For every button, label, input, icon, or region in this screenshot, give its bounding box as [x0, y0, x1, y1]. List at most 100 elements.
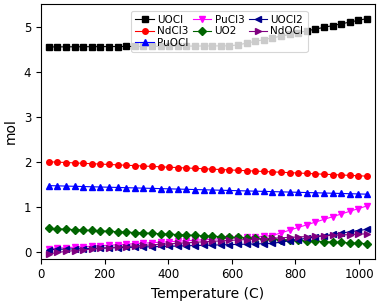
UO2 [287, 238, 292, 242]
PuOCl [47, 184, 51, 188]
UOCl [64, 45, 68, 49]
NdOCl [47, 252, 51, 256]
UOCl [184, 44, 189, 48]
NdOCl [98, 246, 103, 250]
UOCl [210, 44, 215, 48]
UOCl [116, 45, 120, 48]
PuOCl [55, 184, 60, 188]
PuOCl [201, 188, 206, 192]
PuOCl [270, 190, 275, 193]
UOCl [141, 45, 146, 48]
UOCl [124, 45, 128, 48]
UO2 [98, 229, 103, 233]
NdCl3 [81, 161, 86, 165]
UOCl2 [47, 248, 51, 251]
PuOCl [116, 186, 120, 189]
PuOCl [167, 187, 172, 191]
UO2 [218, 235, 223, 239]
NdCl3 [167, 165, 172, 169]
NdCl3 [47, 160, 51, 163]
PuCl3 [296, 226, 301, 229]
UO2 [348, 241, 352, 245]
PuOCl [81, 185, 86, 188]
PuOCl [141, 186, 146, 190]
Line: PuCl3: PuCl3 [46, 203, 370, 251]
PuCl3 [218, 237, 223, 241]
UO2 [322, 240, 326, 243]
UOCl2 [98, 246, 103, 250]
UOCl2 [150, 245, 154, 249]
NdCl3 [124, 163, 128, 167]
UOCl [73, 45, 77, 48]
NdOCl [348, 233, 352, 236]
UOCl [305, 29, 309, 33]
PuOCl [313, 191, 318, 195]
PuOCl [348, 192, 352, 196]
UOCl2 [184, 244, 189, 248]
PuCl3 [270, 234, 275, 237]
NdCl3 [73, 161, 77, 165]
NdCl3 [107, 163, 111, 166]
PuCl3 [158, 240, 163, 244]
UOCl2 [244, 242, 249, 246]
PuCl3 [90, 244, 94, 248]
UOCl2 [55, 247, 60, 251]
NdCl3 [158, 165, 163, 169]
UOCl2 [176, 244, 180, 248]
UO2 [244, 236, 249, 240]
NdCl3 [322, 172, 326, 176]
UO2 [356, 242, 361, 245]
PuCl3 [227, 236, 232, 240]
NdOCl [167, 242, 172, 246]
NdOCl [296, 235, 301, 239]
UO2 [150, 231, 154, 235]
UO2 [107, 229, 111, 233]
UOCl2 [73, 247, 77, 251]
UOCl [167, 44, 172, 48]
UOCl2 [365, 228, 369, 231]
UOCl2 [124, 246, 128, 249]
UO2 [176, 233, 180, 236]
NdCl3 [184, 166, 189, 170]
UOCl2 [253, 242, 258, 246]
NdOCl [107, 246, 111, 249]
NdOCl [365, 232, 369, 236]
PuCl3 [55, 246, 60, 250]
NdOCl [305, 235, 309, 239]
UO2 [55, 227, 60, 231]
NdOCl [176, 242, 180, 245]
PuOCl [150, 187, 154, 190]
UO2 [261, 237, 266, 241]
NdCl3 [133, 164, 137, 167]
PuCl3 [150, 241, 154, 245]
NdOCl [279, 236, 283, 240]
UO2 [167, 232, 172, 236]
NdOCl [150, 243, 154, 247]
PuOCl [279, 190, 283, 194]
NdOCl [313, 234, 318, 238]
NdCl3 [244, 169, 249, 173]
PuCl3 [356, 207, 361, 210]
UOCl2 [81, 247, 86, 250]
UO2 [365, 242, 369, 246]
UOCl2 [133, 246, 137, 249]
PuOCl [287, 190, 292, 194]
UOCl [322, 26, 326, 29]
NdCl3 [261, 170, 266, 173]
NdOCl [201, 240, 206, 244]
PuCl3 [279, 231, 283, 235]
UOCl [90, 45, 94, 48]
UO2 [236, 236, 241, 239]
UO2 [296, 239, 301, 242]
UOCl2 [210, 243, 215, 247]
PuCl3 [176, 239, 180, 243]
PuCl3 [287, 228, 292, 232]
UOCl [279, 34, 283, 38]
NdOCl [253, 237, 258, 241]
UOCl [287, 33, 292, 36]
Y-axis label: mol: mol [4, 118, 18, 144]
NdCl3 [356, 174, 361, 178]
PuOCl [124, 186, 128, 189]
NdOCl [124, 245, 128, 248]
UO2 [305, 239, 309, 243]
